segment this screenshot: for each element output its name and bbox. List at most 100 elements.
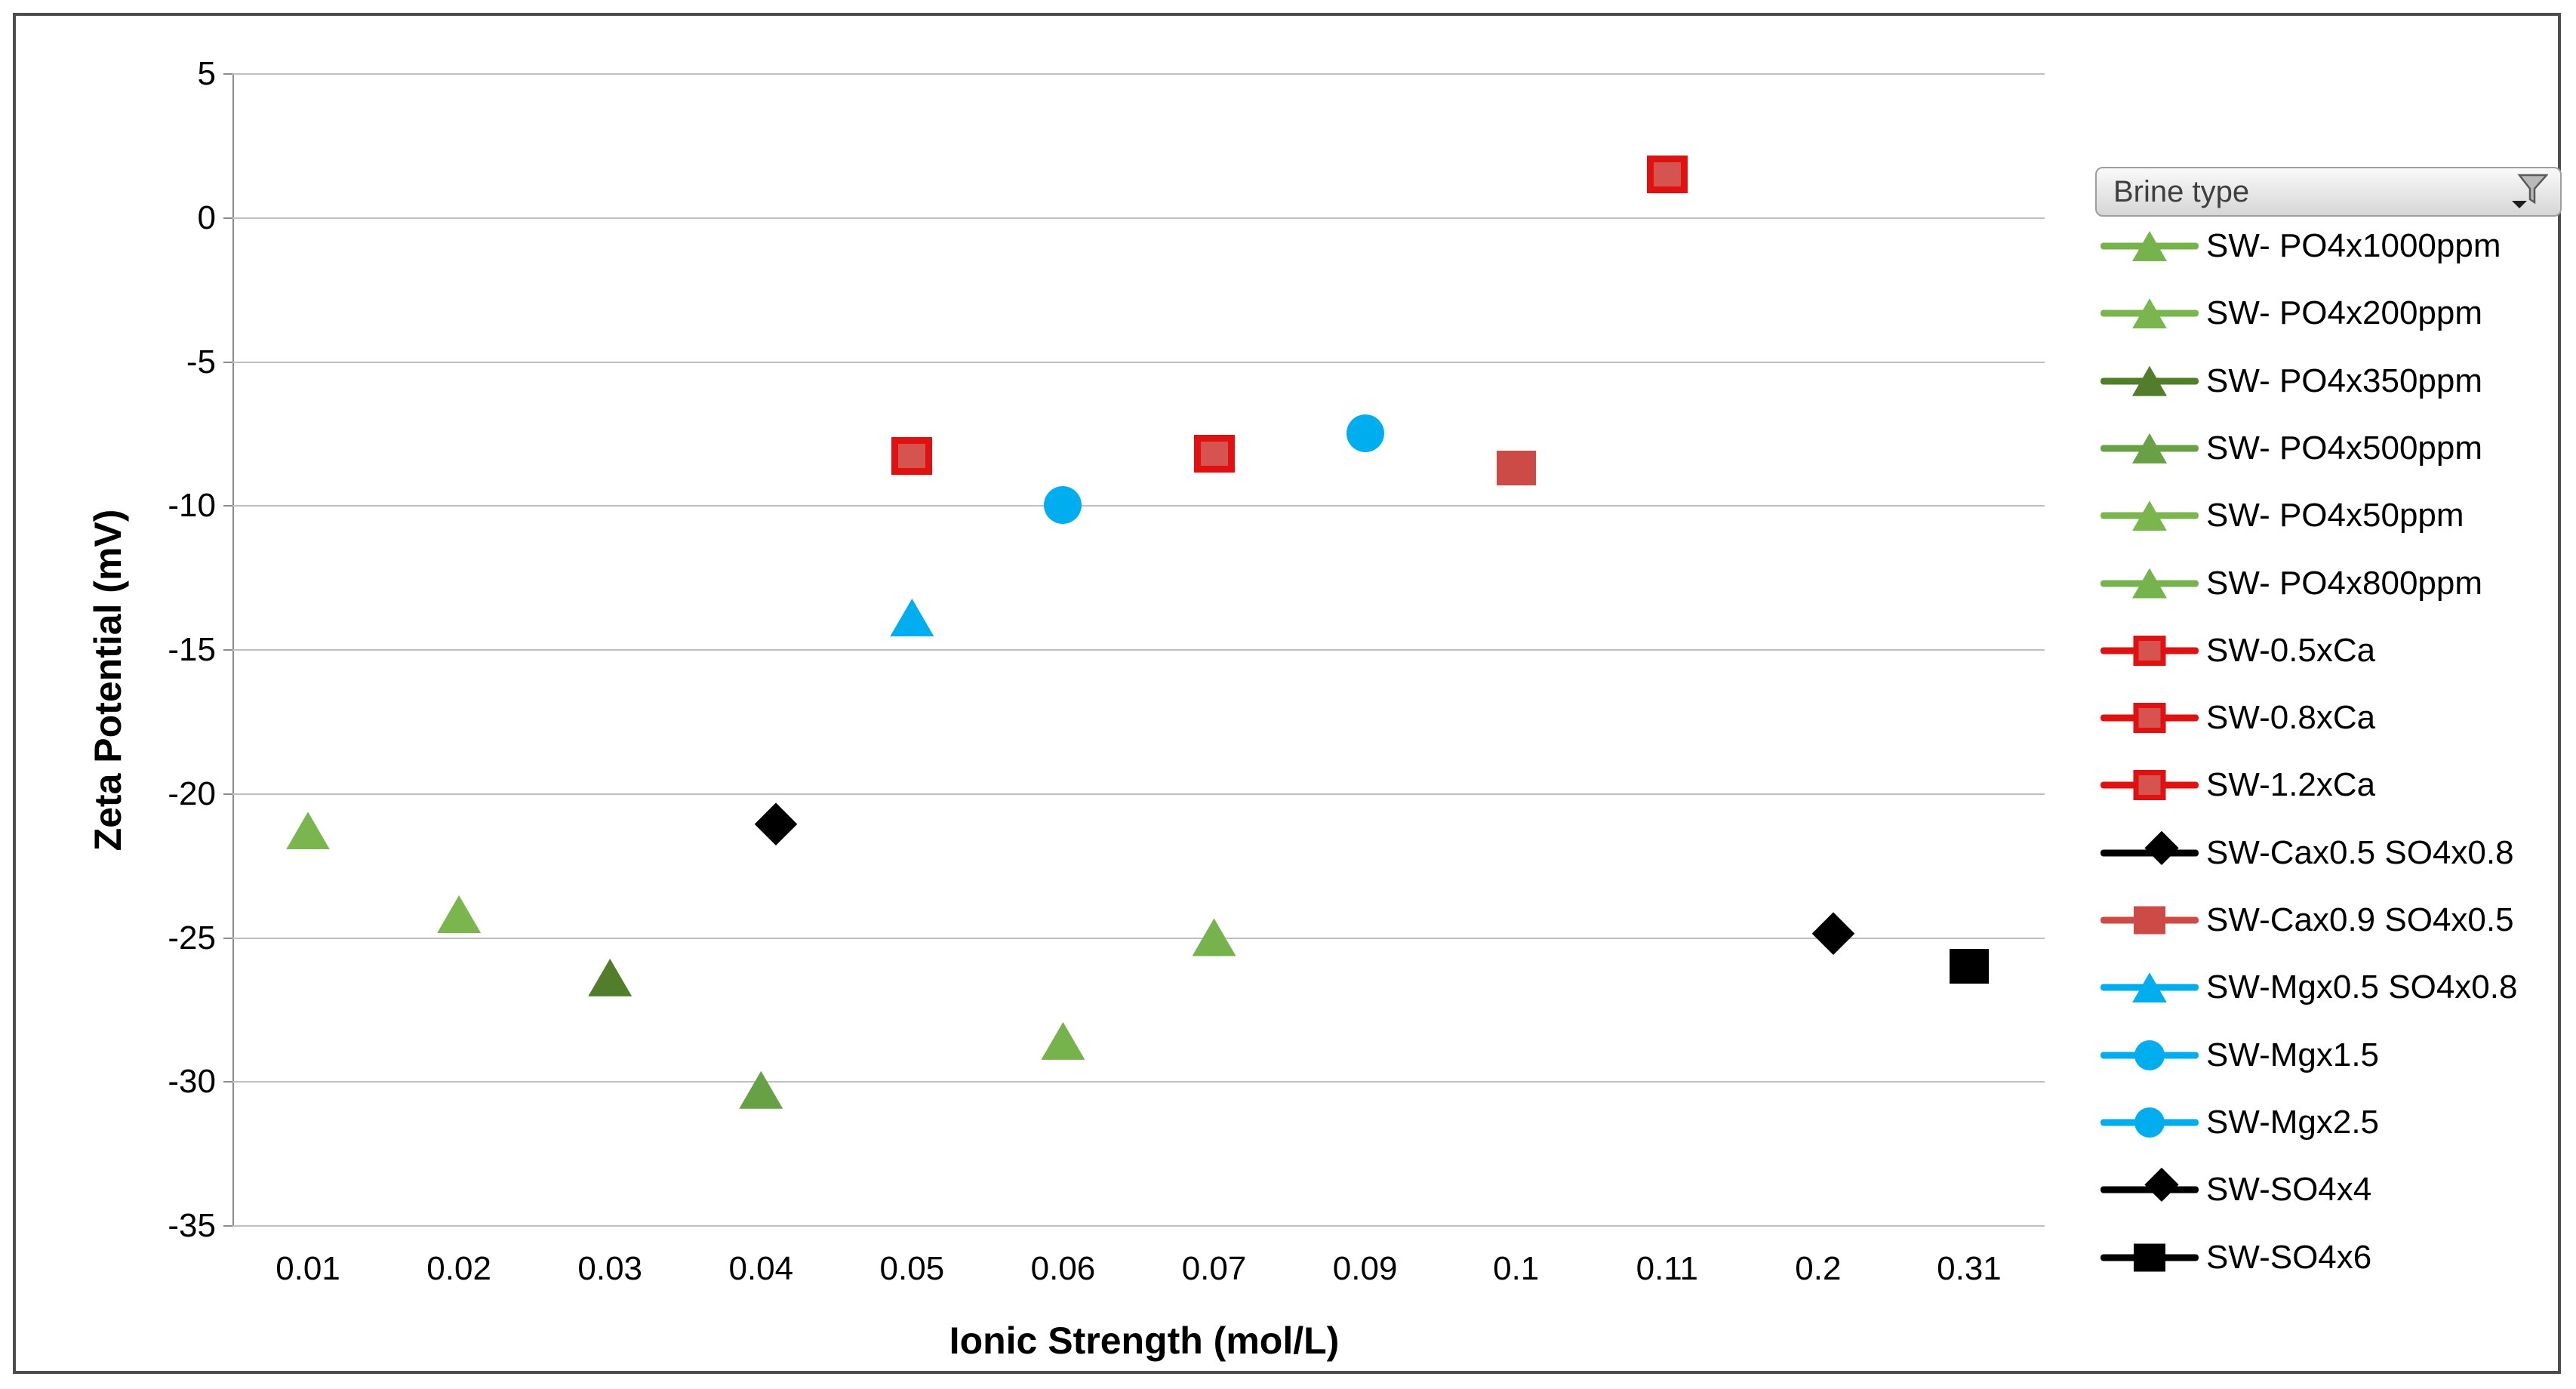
y-tick-mark: [223, 1081, 232, 1083]
y-tick-mark: [223, 73, 232, 75]
x-tick-label: 0.02: [426, 1250, 491, 1287]
square-legend-marker: [2101, 759, 2199, 812]
legend-item-label: SW-0.8xCa: [2206, 699, 2376, 737]
y-tick-mark: [223, 505, 232, 507]
y-tick-label: -25: [168, 919, 216, 956]
legend-item-SW--PO4x1000ppm: SW- PO4x1000ppm: [2101, 220, 2501, 273]
square-legend-marker: [2101, 624, 2199, 677]
legend-header-label: Brine type: [2113, 174, 2250, 208]
legend-item-label: SW- PO4x350ppm: [2206, 362, 2483, 399]
y-tick-label: -20: [168, 775, 216, 812]
funnel-filter-icon: [2512, 174, 2548, 208]
gridline-y--10: [232, 505, 2045, 507]
chart-outer-frame: Ionic Strength (mol/L) Zeta Potential (m…: [13, 13, 2562, 1374]
legend-marker-shape: [2133, 770, 2166, 801]
legend-item-SW--PO4x350ppm: SW- PO4x350ppm: [2101, 355, 2482, 408]
y-tick-label: -10: [168, 487, 216, 525]
x-tick-label: 0.01: [275, 1250, 340, 1287]
y-tick-mark: [223, 937, 232, 939]
y-tick-mark: [223, 361, 232, 363]
data-point-SW-0.8xCa: [1193, 434, 1235, 473]
legend-item-label: SW-Mgx0.5 SO4x0.8: [2206, 969, 2518, 1006]
x-tick-label: 0.11: [1636, 1250, 1698, 1287]
y-tick-label: -15: [168, 631, 216, 668]
legend-item-SW-0.5xCa: SW-0.5xCa: [2101, 624, 2375, 677]
data-point-SW-1.2xCa: [1646, 155, 1688, 193]
legend-item-label: SW- PO4x500ppm: [2206, 429, 2483, 467]
gridline-y--20: [232, 793, 2045, 795]
gridline-y--15: [232, 649, 2045, 651]
x-tick-label: 0.04: [728, 1250, 794, 1287]
legend-marker-shape: [2133, 703, 2166, 734]
x-axis-title: Ionic Strength (mol/L): [949, 1320, 1340, 1362]
triangle-legend-marker: [2101, 489, 2199, 542]
legend-marker-shape: [2134, 1107, 2165, 1138]
y-tick-mark: [223, 217, 232, 219]
x-tick-label: 0.06: [1030, 1250, 1096, 1287]
x-tick-label: 0.1: [1493, 1250, 1540, 1287]
y-tick-mark: [223, 1225, 232, 1227]
data-point-SW-SO4x6: [1949, 948, 1989, 984]
legend-item-SW--PO4x50ppm: SW- PO4x50ppm: [2101, 489, 2464, 542]
legend-item-SW-Cax0.5-SO4x0.8: SW-Cax0.5 SO4x0.8: [2101, 827, 2514, 879]
x-tick-label: 0.05: [879, 1250, 945, 1287]
legend-item-SW-Mgx2.5: SW-Mgx2.5: [2101, 1096, 2379, 1149]
legend-item-label: SW-0.5xCa: [2206, 631, 2376, 669]
y-tick-label: 5: [197, 55, 216, 92]
x-tick-label: 0.07: [1181, 1250, 1247, 1287]
legend-item-label: SW-1.2xCa: [2206, 766, 2376, 804]
circle-legend-marker: [2101, 1029, 2199, 1082]
data-point-SW-Mgx1.5: [1044, 486, 1082, 525]
legend-item-label: SW- PO4x1000ppm: [2206, 227, 2501, 264]
legend-item-SW-Mgx0.5-SO4x0.8: SW-Mgx0.5 SO4x0.8: [2101, 961, 2517, 1014]
legend-item-SW-SO4x6: SW-SO4x6: [2101, 1231, 2371, 1284]
legend-item-SW-Cax0.9-SO4x0.5: SW-Cax0.9 SO4x0.5: [2101, 894, 2514, 947]
legend-item-SW-SO4x4: SW-SO4x4: [2101, 1163, 2371, 1216]
x-tick-label: 0.31: [1937, 1250, 2002, 1287]
gridline-y--35: [232, 1225, 2045, 1227]
brine-type-filter-button[interactable]: Brine type: [2095, 167, 2562, 217]
gridline-y-0: [232, 217, 2045, 219]
square-legend-marker: [2101, 894, 2199, 947]
y-tick-label: -30: [168, 1063, 216, 1101]
legend-item-SW--PO4x800ppm: SW- PO4x800ppm: [2101, 557, 2482, 610]
x-tick-label: 0.2: [1795, 1250, 1842, 1287]
y-tick-label: -5: [186, 343, 216, 380]
gridline-y-5: [232, 73, 2045, 75]
data-point-SW-0.5xCa: [891, 437, 933, 476]
legend-item-SW--PO4x200ppm: SW- PO4x200ppm: [2101, 287, 2482, 340]
triangle-legend-marker: [2101, 557, 2199, 610]
legend-item-label: SW-SO4x4: [2206, 1171, 2372, 1209]
legend-item-label: SW-Cax0.5 SO4x0.8: [2206, 833, 2514, 871]
legend-item-label: SW-Cax0.9 SO4x0.5: [2206, 901, 2514, 938]
circle-legend-marker: [2101, 1096, 2199, 1149]
gridline-y--25: [232, 937, 2045, 939]
x-tick-label: 0.03: [577, 1250, 643, 1287]
triangle-legend-marker: [2101, 355, 2199, 408]
legend-item-label: SW-Mgx1.5: [2206, 1036, 2380, 1073]
legend-marker-shape: [2144, 1167, 2179, 1203]
triangle-legend-marker: [2101, 961, 2199, 1014]
legend-item-label: SW-Mgx2.5: [2206, 1103, 2380, 1141]
square-legend-marker: [2101, 691, 2199, 744]
legend-marker-shape: [2144, 830, 2179, 865]
triangle-legend-marker: [2101, 220, 2199, 273]
legend-item-SW--PO4x500ppm: SW- PO4x500ppm: [2101, 422, 2482, 475]
legend-item-SW-0.8xCa: SW-0.8xCa: [2101, 691, 2375, 744]
diamond-legend-marker: [2101, 827, 2199, 879]
gridline-y--30: [232, 1081, 2045, 1083]
legend-item-label: SW- PO4x200ppm: [2206, 294, 2483, 332]
legend-item-SW-1.2xCa: SW-1.2xCa: [2101, 759, 2375, 812]
y-tick-label: 0: [197, 199, 216, 236]
legend-item-label: SW-SO4x6: [2206, 1238, 2372, 1276]
legend-marker-shape: [2134, 1039, 2165, 1070]
data-point-SW-Cax0.9-SO4x0.5: [1496, 450, 1536, 485]
triangle-legend-marker: [2101, 287, 2199, 340]
legend-marker-shape: [2133, 635, 2166, 666]
legend-item-label: SW- PO4x50ppm: [2206, 497, 2464, 534]
square-legend-marker: [2101, 1231, 2199, 1284]
legend-item-label: SW- PO4x800ppm: [2206, 564, 2483, 602]
y-tick-mark: [223, 649, 232, 651]
y-tick-label: -35: [168, 1207, 216, 1244]
